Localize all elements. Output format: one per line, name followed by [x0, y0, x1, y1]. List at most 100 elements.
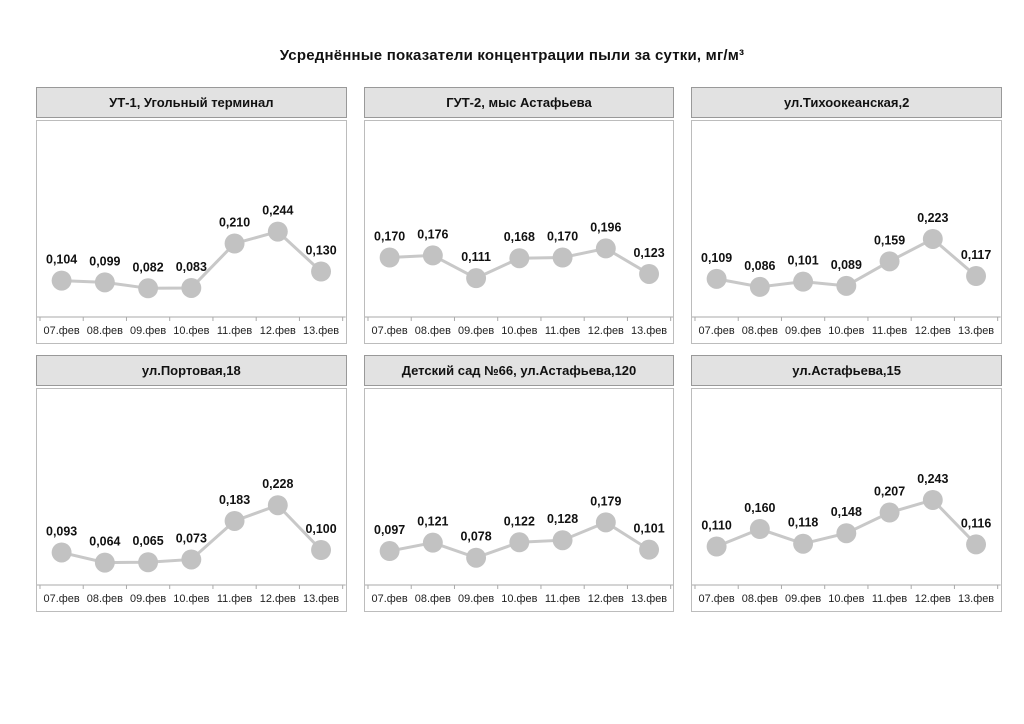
- data-point-label: 0,244: [262, 204, 293, 218]
- data-point-marker: [94, 272, 115, 293]
- data-point-label: 0,101: [633, 522, 664, 536]
- chart-panel: ГУТ-2, мыс Астафьева 0,170 0,176 0,111 0,16…: [363, 87, 675, 344]
- data-point-marker: [552, 247, 573, 268]
- chart-title: ул.Астафьева,15: [691, 355, 1002, 386]
- chart-title: УТ-1, Угольный терминал: [36, 87, 347, 118]
- data-point-label: 0,089: [831, 258, 862, 272]
- x-axis-tick-label: 09.фев: [785, 325, 821, 337]
- x-axis-tick-label: 12.фев: [587, 593, 623, 605]
- x-axis-tick-label: 09.фев: [130, 325, 166, 337]
- line-chart-canvas: 0,170 0,176 0,111 0,168 0,170 0,196 0,123 07.фе…: [364, 220, 674, 337]
- chart-panel: УТ-1, Угольный терминал 0,104 0,099 0,082 0…: [36, 87, 347, 344]
- x-axis-tick-label: 09.фев: [458, 325, 494, 337]
- data-point-label: 0,073: [176, 531, 207, 545]
- data-point-label: 0,082: [133, 260, 164, 274]
- data-point-marker: [595, 238, 616, 259]
- x-axis-tick-label: 07.фев: [44, 593, 80, 605]
- data-point-marker: [379, 541, 400, 562]
- data-point-marker: [793, 271, 814, 292]
- data-point-marker: [422, 245, 443, 266]
- data-point-label: 0,064: [89, 535, 120, 549]
- data-point-label: 0,093: [46, 524, 77, 538]
- x-axis-tick-label: 08.фев: [742, 593, 778, 605]
- x-axis-tick-label: 13.фев: [958, 325, 994, 337]
- chart-title: Детский сад №66, ул.Астафьева,120: [363, 355, 675, 386]
- data-point-marker: [706, 268, 727, 289]
- data-point-label: 0,122: [503, 514, 534, 528]
- data-point-label: 0,099: [89, 254, 120, 268]
- data-point-marker: [267, 221, 288, 242]
- line-chart-canvas: 0,093 0,064 0,065 0,073 0,183 0,228 0,100 07.фе…: [37, 477, 346, 605]
- chart-title: ул.Портовая,18: [36, 355, 347, 386]
- x-axis-tick-label: 10.фев: [501, 593, 537, 605]
- data-point-marker: [879, 502, 900, 523]
- x-axis-tick-label: 07.фев: [44, 325, 80, 337]
- x-axis-tick-label: 07.фев: [371, 325, 407, 337]
- x-axis-tick-label: 08.фев: [414, 325, 450, 337]
- x-axis-tick-label: 10.фев: [501, 325, 537, 337]
- data-point-label: 0,130: [305, 243, 336, 257]
- data-point-label: 0,111: [461, 250, 491, 264]
- line-chart-canvas: 0,109 0,086 0,101 0,089 0,159 0,223 0,117 07.фе…: [692, 211, 1001, 337]
- data-point-marker: [267, 495, 288, 516]
- x-axis-tick-label: 08.фев: [742, 325, 778, 337]
- line-chart: 0,170 0,176 0,111 0,168 0,170 0,196 0,123 07.фе…: [363, 120, 675, 344]
- x-axis-tick-label: 09.фев: [458, 593, 494, 605]
- data-point-marker: [966, 266, 987, 287]
- x-axis-tick-label: 13.фев: [631, 593, 667, 605]
- chart-title: ул.Тихоокеанская,2: [691, 87, 1002, 118]
- data-point-label: 0,148: [831, 505, 862, 519]
- data-point-marker: [793, 533, 814, 554]
- chart-title: ГУТ-2, мыс Астафьева: [363, 87, 675, 118]
- data-point-marker: [750, 276, 771, 297]
- x-axis-tick-label: 12.фев: [587, 325, 623, 337]
- x-axis-tick-label: 07.фев: [699, 593, 735, 605]
- data-point-label: 0,243: [918, 472, 949, 486]
- data-point-marker: [750, 519, 771, 539]
- x-axis-tick-label: 11.фев: [872, 325, 907, 337]
- data-point-label: 0,176: [417, 227, 448, 241]
- data-point-label: 0,228: [262, 477, 293, 491]
- line-chart: 0,097 0,121 0,078 0,122 0,128 0,179 0,101 07.фе…: [363, 388, 675, 612]
- data-point-marker: [509, 248, 529, 269]
- charts-grid: УТ-1, Угольный терминал 0,104 0,099 0,082 0…: [36, 87, 1002, 612]
- data-point-label: 0,118: [788, 516, 819, 530]
- x-axis-tick-label: 13.фев: [303, 593, 339, 605]
- x-axis-tick-label: 10.фев: [829, 593, 865, 605]
- data-point-marker: [224, 233, 245, 254]
- data-point-label: 0,183: [219, 493, 250, 507]
- data-point-label: 0,097: [374, 523, 405, 537]
- chart-panel: Детский сад №66, ул.Астафьева,120 0,097 0…: [363, 355, 675, 612]
- data-point-label: 0,109: [701, 251, 732, 265]
- data-point-marker: [552, 530, 573, 551]
- data-point-marker: [94, 552, 115, 573]
- data-point-marker: [638, 539, 659, 560]
- data-point-label: 0,210: [219, 215, 250, 229]
- data-point-marker: [923, 489, 944, 510]
- data-point-label: 0,207: [874, 485, 905, 499]
- data-point-label: 0,086: [745, 259, 776, 273]
- data-point-label: 0,117: [961, 248, 992, 262]
- data-point-marker: [836, 275, 857, 296]
- data-point-marker: [138, 278, 159, 299]
- data-point-label: 0,101: [788, 254, 819, 268]
- line-chart: 0,110 0,160 0,118 0,148 0,207 0,243 0,116 07.фе…: [691, 388, 1002, 612]
- x-axis-tick-label: 09.фев: [785, 593, 821, 605]
- x-axis-tick-label: 10.фев: [173, 593, 209, 605]
- data-point-marker: [509, 532, 529, 553]
- line-chart-canvas: 0,097 0,121 0,078 0,122 0,128 0,179 0,101 07.фе…: [364, 494, 674, 605]
- data-point-label: 0,170: [547, 229, 578, 243]
- data-point-marker: [836, 523, 857, 544]
- data-point-marker: [422, 532, 443, 553]
- data-point-label: 0,168: [503, 230, 534, 244]
- x-axis-tick-label: 12.фев: [260, 593, 296, 605]
- chart-panel: ул.Портовая,18 0,093 0,064 0,065 0,073 0,183…: [36, 355, 347, 612]
- x-axis-tick-label: 12.фев: [915, 325, 951, 337]
- x-axis-tick-label: 07.фев: [699, 325, 735, 337]
- data-point-marker: [595, 512, 616, 533]
- line-chart: 0,104 0,099 0,082 0,083 0,210 0,244 0,130 07.фе…: [36, 120, 347, 344]
- data-point-label: 0,065: [133, 534, 164, 548]
- data-point-marker: [966, 534, 987, 555]
- data-point-label: 0,160: [745, 501, 776, 515]
